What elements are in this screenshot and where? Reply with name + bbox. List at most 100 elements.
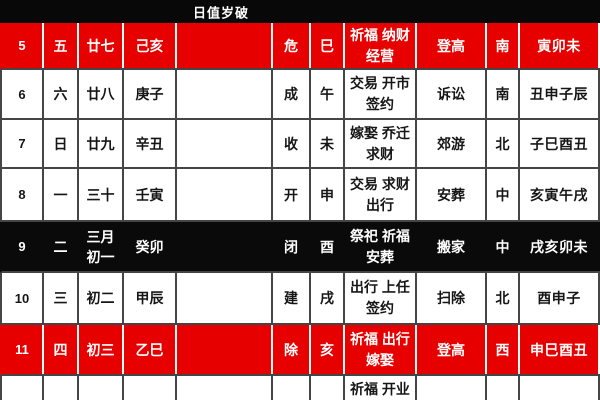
cell-weekday <box>44 376 79 400</box>
cell-direction: 中 <box>487 222 520 271</box>
cell-date: 10 <box>2 273 44 323</box>
cell-lucky-hours: 戌亥卯未 <box>520 222 600 271</box>
cell-duty-officer: 收 <box>273 120 311 167</box>
table-row: 祈福 开业 <box>0 376 600 400</box>
suitable-line-1: 出行 上任 <box>350 279 410 295</box>
cell-lucky-hours: 亥寅午戌 <box>520 169 600 220</box>
cell-direction: 西 <box>487 325 520 374</box>
cell-ganzhi: 辛丑 <box>124 120 177 167</box>
header-title: 日值岁破 <box>192 5 250 20</box>
cell-empty <box>177 70 273 118</box>
cell-direction: 南 <box>487 70 520 118</box>
cell-activity: 安葬 <box>417 169 487 220</box>
cell-activity: 扫除 <box>417 273 487 323</box>
cell-suitable-activities: 交易 求财 出行 <box>345 169 417 220</box>
cell-empty <box>177 376 273 400</box>
cell-suitable-activities: 嫁娶 乔迁 求财 <box>345 120 417 167</box>
cell-duty-officer <box>273 376 311 400</box>
cell-empty <box>177 169 273 220</box>
cell-lunar-date: 廿八 <box>79 70 124 118</box>
cell-suitable-activities: 祈福 纳财 经营 <box>345 23 417 68</box>
cell-empty <box>177 222 273 271</box>
cell-lunar-date <box>79 376 124 400</box>
cell-activity: 郊游 <box>417 120 487 167</box>
cell-date <box>2 376 44 400</box>
cell-lunar-date: 初三 <box>79 325 124 374</box>
cell-suitable-activities: 出行 上任 签约 <box>345 273 417 323</box>
cell-activity: 登高 <box>417 325 487 374</box>
cell-ganzhi: 庚子 <box>124 70 177 118</box>
cell-branch <box>311 376 345 400</box>
suitable-line-2: 签约 <box>366 96 394 112</box>
cell-duty-officer: 危 <box>273 23 311 68</box>
cell-ganzhi <box>124 376 177 400</box>
cell-empty <box>177 325 273 374</box>
cell-weekday: 一 <box>44 169 79 220</box>
table-row: 11 四 初三 乙巳 除 亥 祈福 出行 嫁娶 登高 西 申巳酉丑 <box>0 325 600 376</box>
suitable-line-2: 出行 <box>366 196 394 213</box>
cell-suitable-activities: 祈福 出行 嫁娶 <box>345 325 417 374</box>
table-header-bar: 日值岁破 <box>0 0 600 23</box>
cell-weekday: 六 <box>44 70 79 118</box>
almanac-table-body: 5 五 廿七 己亥 危 巳 祈福 纳财 经营 登高 南 寅卯未 6 六 廿八 庚… <box>0 23 600 400</box>
cell-lucky-hours: 申巳酉丑 <box>520 325 600 374</box>
cell-lucky-hours: 寅卯未 <box>520 23 600 68</box>
cell-lucky-hours: 子巳酉丑 <box>520 120 600 167</box>
cell-branch: 申 <box>311 169 345 220</box>
suitable-line-1: 祈福 纳财 <box>350 26 410 43</box>
cell-duty-officer: 闭 <box>273 222 311 271</box>
cell-branch: 巳 <box>311 23 345 68</box>
suitable-line-2: 签约 <box>366 300 394 316</box>
cell-branch: 午 <box>311 70 345 118</box>
cell-duty-officer: 建 <box>273 273 311 323</box>
cell-weekday: 五 <box>44 23 79 68</box>
cell-activity: 搬家 <box>417 222 487 271</box>
cell-direction: 中 <box>487 169 520 220</box>
suitable-line-1: 交易 开市 <box>350 75 410 91</box>
table-row: 7 日 廿九 辛丑 收 未 嫁娶 乔迁 求财 郊游 北 子巳酉丑 <box>0 120 600 169</box>
table-row: 5 五 廿七 己亥 危 巳 祈福 纳财 经营 登高 南 寅卯未 <box>0 23 600 70</box>
suitable-line-2: 经营 <box>366 47 394 64</box>
suitable-line-1: 祈福 开业 <box>350 381 410 397</box>
table-row: 9 二 三月初一 癸卯 闭 酉 祭祀 祈福 安葬 搬家 中 戌亥卯未 <box>0 222 600 273</box>
cell-date: 7 <box>2 120 44 167</box>
cell-date: 11 <box>2 325 44 374</box>
cell-weekday: 四 <box>44 325 79 374</box>
cell-branch: 酉 <box>311 222 345 271</box>
cell-lucky-hours: 丑申子辰 <box>520 70 600 118</box>
cell-ganzhi: 壬寅 <box>124 169 177 220</box>
cell-ganzhi: 己亥 <box>124 23 177 68</box>
cell-ganzhi: 甲辰 <box>124 273 177 323</box>
cell-duty-officer: 成 <box>273 70 311 118</box>
cell-activity <box>417 376 487 400</box>
cell-branch: 亥 <box>311 325 345 374</box>
cell-suitable-activities: 祭祀 祈福 安葬 <box>345 222 417 271</box>
suitable-line-2: 嫁娶 <box>366 351 394 368</box>
cell-lucky-hours: 酉申子 <box>520 273 600 323</box>
suitable-line-1: 祈福 出行 <box>350 330 410 347</box>
cell-branch: 未 <box>311 120 345 167</box>
suitable-line-2: 安葬 <box>366 248 394 265</box>
cell-lucky-hours <box>520 376 600 400</box>
cell-date: 9 <box>2 222 44 271</box>
cell-weekday: 二 <box>44 222 79 271</box>
cell-date: 5 <box>2 23 44 68</box>
suitable-line-1: 祭祀 祈福 <box>350 227 410 244</box>
cell-direction: 北 <box>487 120 520 167</box>
suitable-line-1: 交易 求财 <box>350 175 410 192</box>
cell-duty-officer: 除 <box>273 325 311 374</box>
table-row: 8 一 三十 壬寅 开 申 交易 求财 出行 安葬 中 亥寅午戌 <box>0 169 600 222</box>
cell-empty <box>177 273 273 323</box>
cell-direction: 北 <box>487 273 520 323</box>
cell-suitable-activities: 祈福 开业 <box>345 376 417 400</box>
table-row: 10 三 初二 甲辰 建 戌 出行 上任 签约 扫除 北 酉申子 <box>0 273 600 325</box>
cell-branch: 戌 <box>311 273 345 323</box>
cell-date: 8 <box>2 169 44 220</box>
cell-lunar-date: 三月初一 <box>79 222 124 271</box>
cell-ganzhi: 癸卯 <box>124 222 177 271</box>
cell-date: 6 <box>2 70 44 118</box>
cell-ganzhi: 乙巳 <box>124 325 177 374</box>
cell-suitable-activities: 交易 开市 签约 <box>345 70 417 118</box>
cell-direction: 南 <box>487 23 520 68</box>
